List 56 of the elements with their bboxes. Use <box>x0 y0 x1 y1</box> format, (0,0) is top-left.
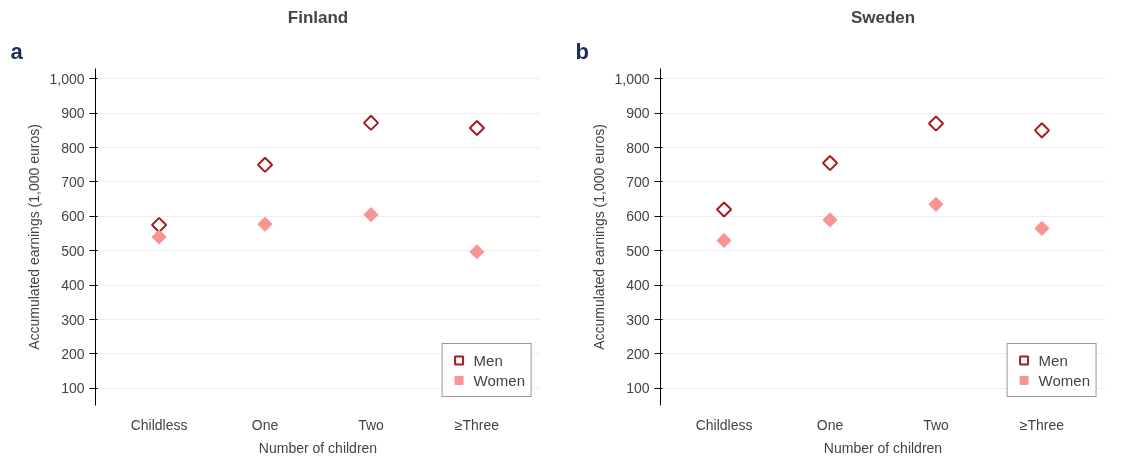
point <box>1034 220 1050 236</box>
point <box>256 156 274 173</box>
y-tick-label: 1,000 <box>614 70 650 87</box>
y-tick-label: 500 <box>626 242 650 259</box>
legend-label: Women <box>473 371 525 389</box>
y-tick-label: 1,000 <box>49 70 85 87</box>
y-tick-label: 200 <box>61 345 85 362</box>
point <box>1033 122 1050 139</box>
point <box>928 196 944 212</box>
x-tick-label: Childless <box>695 416 753 433</box>
y-tick-label: 700 <box>61 173 85 190</box>
y-tick-label: 300 <box>61 311 85 328</box>
point <box>716 232 732 249</box>
x-tick-label: One <box>816 416 844 433</box>
y-tick-label: 700 <box>626 173 650 190</box>
y-tick-label: 900 <box>61 105 85 122</box>
y-tick-label: 100 <box>61 380 85 397</box>
y-tick-label: 400 <box>626 277 650 294</box>
y-tick-label: 500 <box>61 242 85 259</box>
x-tick-label: One <box>251 416 279 433</box>
x-tick-label: Childless <box>130 416 188 433</box>
x-axis-title: Number of children <box>258 439 378 456</box>
y-tick-label: 600 <box>61 208 85 225</box>
y-tick-label: 300 <box>626 311 650 328</box>
x-axis-title: Number of children <box>823 439 943 456</box>
chart-title: Sweden <box>850 7 916 27</box>
point <box>469 244 485 260</box>
point <box>716 201 733 218</box>
legend-label: Men <box>1038 351 1068 369</box>
text: b <box>575 38 589 64</box>
point <box>362 114 380 131</box>
y-tick-label: 100 <box>626 380 650 397</box>
x-tick-label: ≥Three <box>1019 416 1065 433</box>
y-tick-label: 600 <box>626 208 650 225</box>
y-tick-label: 800 <box>626 139 650 156</box>
y-tick-label: 400 <box>61 277 85 294</box>
y-axis-title: Accumulated earnings (1,000 euros) <box>591 124 608 350</box>
y-axis-title: Accumulated earnings (1,000 euros) <box>26 124 43 350</box>
y-tick-label: 800 <box>61 139 85 156</box>
x-tick-label: Two <box>358 416 385 433</box>
x-tick-label: ≥Three <box>454 416 500 433</box>
point <box>257 216 273 232</box>
legend-label: Men <box>473 351 503 369</box>
y-tick-label: 900 <box>626 105 650 122</box>
chart-title: Finland <box>287 7 349 27</box>
x-tick-label: Two <box>923 416 950 433</box>
point <box>363 207 379 223</box>
text: a <box>10 38 24 64</box>
point <box>151 216 168 234</box>
point <box>822 212 838 228</box>
point <box>927 115 945 132</box>
point <box>151 229 167 245</box>
legend-label: Women <box>1038 371 1090 389</box>
point <box>821 155 839 172</box>
y-tick-label: 200 <box>626 345 650 362</box>
point <box>468 119 485 137</box>
